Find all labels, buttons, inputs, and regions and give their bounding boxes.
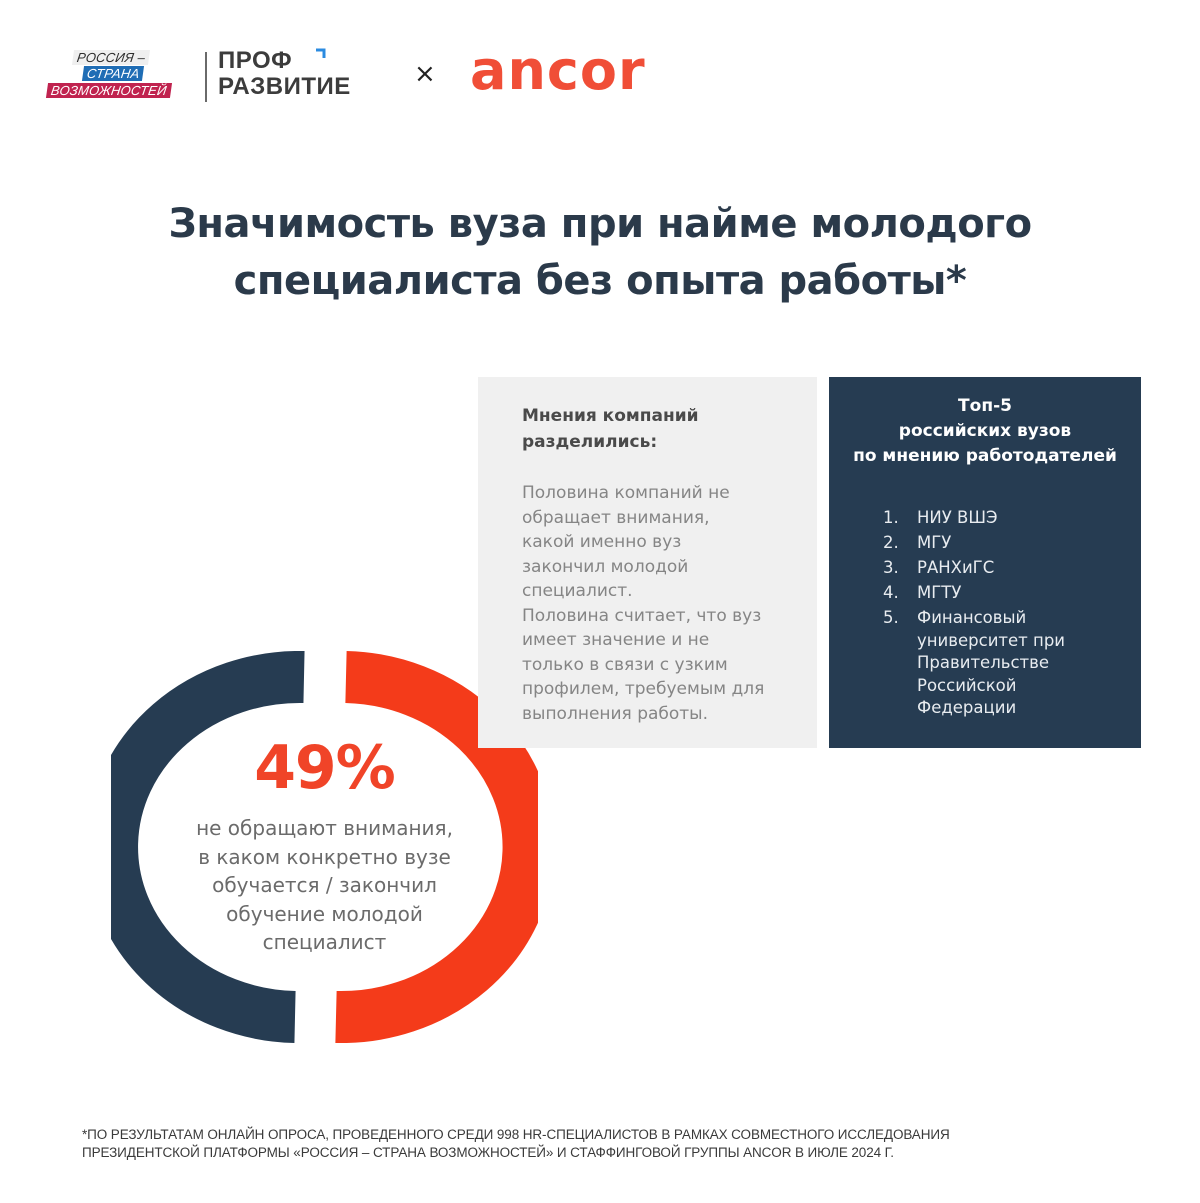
footnote-line: ПРЕЗИДЕНТСКОЙ ПЛАТФОРМЫ «РОССИЯ – СТРАНА… xyxy=(82,1145,894,1160)
top5-list-item: 2. МГУ xyxy=(883,532,1141,555)
donut-chart xyxy=(111,651,538,1043)
opinions-title-line: разделились: xyxy=(522,432,658,452)
opinions-body-line: имеет значение и не xyxy=(522,630,710,650)
page-title-line1: Значимость вуза при найме молодого xyxy=(168,201,1032,247)
top5-rank: 5. xyxy=(883,608,899,627)
donut-caption: не обращают внимания, в каком конкретно … xyxy=(111,814,538,957)
donut-caption-line: обучение молодой xyxy=(226,901,423,926)
top5-title-line: Топ-5 xyxy=(958,396,1012,416)
logo-russia-land-of-opportunity: РОССИЯ – СТРАНА ВОЗМОЖНОСТЕЙ xyxy=(45,50,185,102)
top5-university: РАНХиГС xyxy=(917,558,995,577)
top5-universities-panel: Топ-5 российских вузов по мнению работод… xyxy=(829,377,1141,748)
top5-list-item: 4. МГТУ xyxy=(883,582,1141,605)
top5-university: МГТУ xyxy=(917,583,962,602)
opinions-panel-title: Мнения компаний разделились: xyxy=(522,403,797,455)
opinions-body-line: обращает внимания, xyxy=(522,507,710,528)
top5-list: 1. НИУ ВШЭ 2. МГУ 3. РАНХиГС 4. МГТУ 5. … xyxy=(829,507,1141,720)
opinions-title-line: Мнения компаний xyxy=(522,406,699,426)
opinions-body-line: Половина компаний не xyxy=(522,483,730,503)
top5-list-item: 3. РАНХиГС xyxy=(883,557,1141,580)
logo-prof-razvitie: ПРОФ РАЗВИТИЕ xyxy=(218,48,351,100)
opinions-panel: Мнения компаний разделились: Половина ко… xyxy=(478,377,817,748)
logo-ancor: ancor xyxy=(470,39,646,102)
opinions-body-line: профилем, требуемым для xyxy=(522,679,765,699)
opinions-body-line: какой именно вуз xyxy=(522,532,682,552)
logo-rsv-line3: ВОЗМОЖНОСТЕЙ xyxy=(45,83,172,98)
top5-list-item: 1. НИУ ВШЭ xyxy=(883,507,1141,530)
donut-percent: 49% xyxy=(254,733,396,803)
donut-caption-line: в каком конкретно вузе xyxy=(198,844,451,869)
donut-segment-dark xyxy=(111,651,305,1043)
logo-prof-line2: РАЗВИТИЕ xyxy=(218,73,351,100)
logo-prof-line1: ПРОФ xyxy=(218,47,293,74)
top5-rank: 1. xyxy=(883,508,899,527)
donut-caption-line: специалист xyxy=(262,930,387,954)
logo-rsv-line2: СТРАНА xyxy=(81,66,145,81)
opinions-body-line: только в связи с узким xyxy=(522,654,728,675)
footnote: *ПО РЕЗУЛЬТАТАМ ОНЛАЙН ОПРОСА, ПРОВЕДЕНН… xyxy=(82,1126,1082,1162)
corner-bracket-icon xyxy=(316,48,326,58)
times-sign: × xyxy=(414,59,436,89)
top5-university: НИУ ВШЭ xyxy=(917,508,998,527)
donut-caption-line: не обращают внимания, xyxy=(196,816,453,840)
page-title: Значимость вуза при найме молодого специ… xyxy=(0,196,1200,310)
opinions-body-line: специалист. xyxy=(522,581,633,601)
top5-rank: 3. xyxy=(883,558,899,577)
opinions-panel-body: Половина компаний не обращает внимания, … xyxy=(522,481,797,726)
donut-center-label: 49% не обращают внимания, в каком конкре… xyxy=(111,730,538,957)
top5-university: Финансовый университет при Правительстве… xyxy=(917,608,1066,717)
page-title-line2: специалиста без опыта работы* xyxy=(233,258,967,304)
footnote-line: *ПО РЕЗУЛЬТАТАМ ОНЛАЙН ОПРОСА, ПРОВЕДЕНН… xyxy=(82,1127,950,1142)
logo-rsv-line1: РОССИЯ – xyxy=(71,50,151,65)
donut-caption-line: обучается / закончил xyxy=(212,873,437,897)
opinions-body-line: выполнения работы. xyxy=(522,703,709,724)
top5-rank: 2. xyxy=(883,533,899,552)
top5-university: МГУ xyxy=(917,533,952,552)
donut-segment-accent xyxy=(335,651,538,1043)
top5-title-line: российских вузов xyxy=(898,421,1072,441)
logo-divider xyxy=(205,52,207,102)
top5-rank: 4. xyxy=(883,583,899,602)
opinions-body-line: закончил молодой xyxy=(522,556,689,577)
top5-list-item: 5. Финансовый университет при Правительс… xyxy=(883,607,1141,720)
top5-title-line: по мнению работодателей xyxy=(853,446,1117,466)
top5-panel-title: Топ-5 российских вузов по мнению работод… xyxy=(829,394,1141,469)
opinions-body-line: Половина считает, что вуз xyxy=(522,605,762,626)
